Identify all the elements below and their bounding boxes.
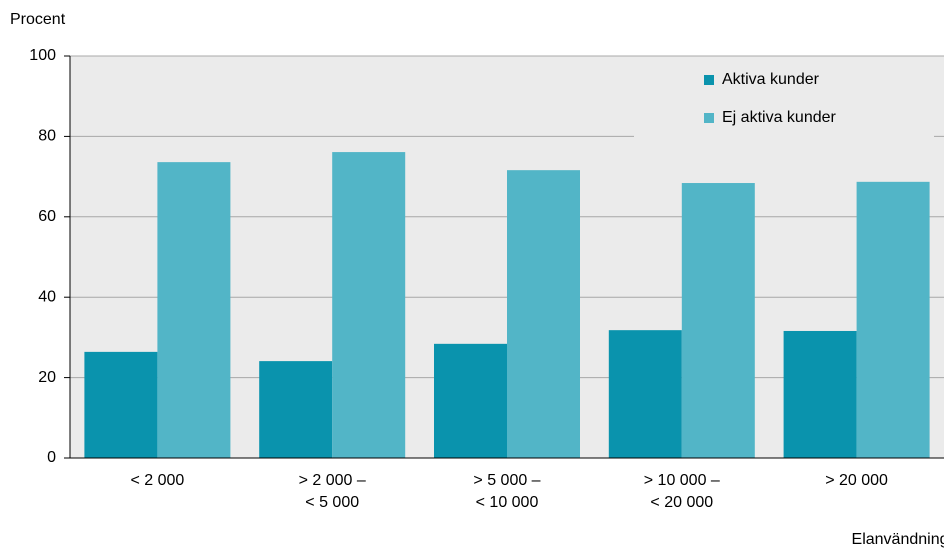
x-tick-label: < 2 000 xyxy=(130,472,184,489)
y-tick-label: 100 xyxy=(29,47,56,64)
bar xyxy=(608,330,682,458)
y-axis-label: Procent xyxy=(10,11,66,28)
x-tick-line: < 2 000 xyxy=(130,472,184,489)
bar xyxy=(507,170,580,458)
bar xyxy=(259,361,333,458)
bar xyxy=(434,343,507,458)
y-tick-label: 40 xyxy=(38,288,56,305)
bar xyxy=(856,181,930,459)
bar xyxy=(783,330,857,458)
x-tick-line: > 5 000 – xyxy=(473,472,540,489)
y-tick-label: 20 xyxy=(38,369,56,386)
legend-swatch xyxy=(704,75,714,85)
bar xyxy=(157,162,231,459)
bar xyxy=(681,183,755,459)
bar xyxy=(84,351,158,458)
legend-label: Ej aktiva kunder xyxy=(722,109,837,126)
y-tick-label: 80 xyxy=(38,128,56,145)
x-tick-line: < 5 000 xyxy=(305,494,359,511)
x-tick-label: > 20 000 xyxy=(825,472,888,489)
x-tick-label: > 2 000 – < 5 000 xyxy=(299,472,366,511)
x-tick-label: > 10 000 – < 20 000 xyxy=(644,472,720,511)
x-tick-line: > 2 000 – xyxy=(299,472,366,489)
x-axis-label: Elanvändning xyxy=(852,531,944,548)
bar xyxy=(332,152,406,458)
x-tick-line: < 10 000 xyxy=(476,494,539,511)
y-tick-label: 0 xyxy=(47,449,56,466)
legend-box xyxy=(634,64,934,144)
x-tick-label: > 5 000 – < 10 000 xyxy=(473,472,540,511)
x-tick-line: < 20 000 xyxy=(650,494,713,511)
legend-swatch xyxy=(704,113,714,123)
legend-label: Aktiva kunder xyxy=(722,71,820,88)
x-tick-line: > 20 000 xyxy=(825,472,888,489)
x-tick-line: > 10 000 – xyxy=(644,472,720,489)
y-tick-label: 60 xyxy=(38,208,56,225)
